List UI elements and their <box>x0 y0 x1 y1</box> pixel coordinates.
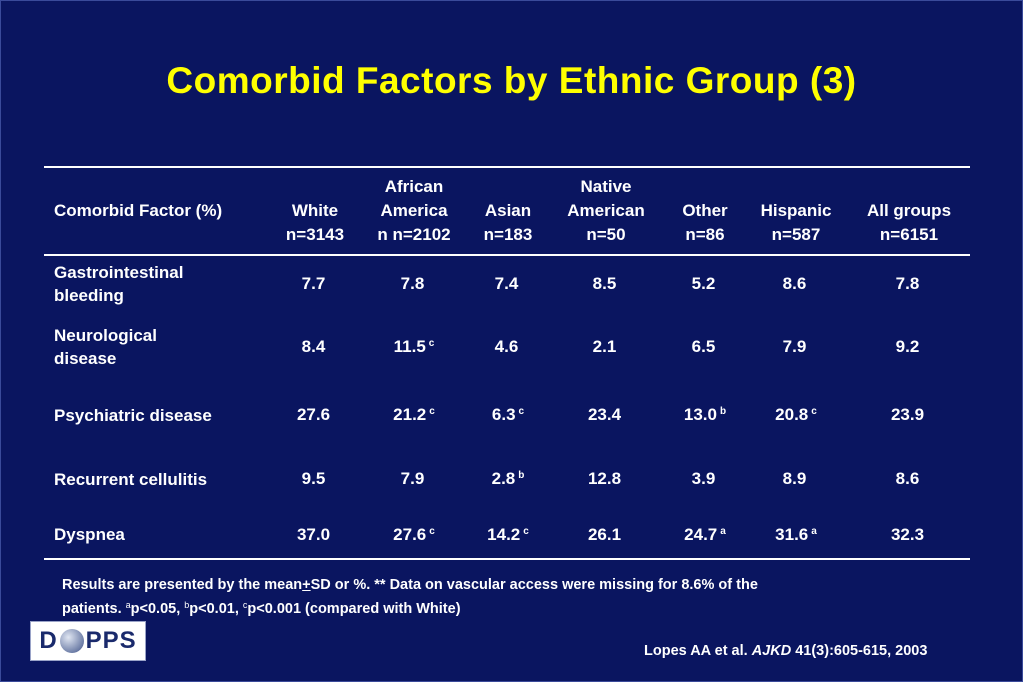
citation: Lopes AA et al. AJKD 41(3):605-615, 2003 <box>644 643 928 659</box>
header-native-american: Native American n=50 <box>567 177 645 244</box>
dopps-logo: D PPS <box>30 621 146 661</box>
table-cell: 2.1 <box>592 337 617 356</box>
table-cell: 12.8 <box>587 469 622 488</box>
slide-title: Comorbid Factors by Ethnic Group (3) <box>166 60 857 101</box>
table-cell: 23.4 <box>587 405 622 424</box>
table-cell: 7.8 <box>400 273 425 293</box>
header-other: Other n=86 <box>682 201 728 244</box>
table-header-row: Comorbid Factor (%) White n=3143 African A… <box>44 167 970 255</box>
globe-icon <box>59 629 84 653</box>
table-cell: 4.6 <box>494 337 519 356</box>
row-label-neurological-disease: Neurological disease <box>54 326 157 368</box>
footnote: Results are presented by the mean+SD or … <box>62 577 758 617</box>
table-row: Psychiatric disease 27.6 21.2 c 6.3 c 23.4… <box>44 383 970 447</box>
table-row: Neurological disease 8.4 11.5 c 4.6 2.1 6.… <box>44 311 970 383</box>
table-row: Gastrointestinal bleeding 7.7 7.8 7.4 8.5… <box>44 255 970 311</box>
table-cell: 31.6 a <box>775 524 817 544</box>
table-cell: 21.2 c <box>393 405 435 424</box>
row-label-psychiatric-disease: Psychiatric disease <box>54 405 212 425</box>
header-all-groups: All groups n=6151 <box>866 201 952 244</box>
table-cell: 7.4 <box>494 273 519 293</box>
header-white: White n=3143 <box>285 201 345 244</box>
table-cell: 8.6 <box>782 273 807 293</box>
table-cell: 7.7 <box>301 273 326 293</box>
table-cell: 11.5 c <box>393 337 435 356</box>
table-cell: 8.5 <box>592 273 617 293</box>
table-cell: 27.6 <box>296 405 331 424</box>
header-hispanic: Hispanic n=587 <box>760 201 832 244</box>
table-cell: 27.6 c <box>393 524 435 544</box>
table-row: Recurrent cellulitis 9.5 7.9 2.8 b 12.8 3… <box>44 447 970 511</box>
table-cell: 3.9 <box>691 469 716 488</box>
table-cell: 14.2 c <box>487 524 529 544</box>
header-asian: Asian n=183 <box>483 201 533 244</box>
table-cell: 7.9 <box>782 337 807 356</box>
table-cell: 6.5 <box>691 337 716 356</box>
comorbid-factors-table: Comorbid Factor (%) White n=3143 African A… <box>44 166 970 560</box>
row-label-dyspnea: Dyspnea <box>54 525 125 544</box>
table-cell: 2.8 b <box>491 469 525 488</box>
header-comorbid-factor: Comorbid Factor (%) <box>54 201 223 220</box>
table-cell: 6.3 c <box>491 405 525 424</box>
table-cell: 8.9 <box>782 469 807 488</box>
table-cell: 37.0 <box>296 524 331 544</box>
table-cell: 8.6 <box>895 469 920 488</box>
row-label-gastrointestinal-bleeding: Gastrointestinal bleeding <box>54 262 184 305</box>
table-cell: 5.2 <box>691 273 716 293</box>
table-cell: 7.9 <box>400 469 425 488</box>
table-cell: 13.0 b <box>683 405 727 424</box>
table-cell: 24.7 a <box>684 524 726 544</box>
header-african-american: African America n n=2102 <box>377 177 451 244</box>
table-cell: 26.1 <box>587 524 622 544</box>
table-row: Dyspnea 37.0 27.6 c 14.2 c 26.1 24.7 a 31.6… <box>44 511 970 559</box>
table-cell: 9.2 <box>895 337 920 356</box>
table-cell: 9.5 <box>301 469 326 488</box>
table-cell: 20.8 c <box>775 405 817 424</box>
table-cell: 32.3 <box>890 524 925 544</box>
table-cell: 7.8 <box>895 273 920 293</box>
row-label-recurrent-cellulitis: Recurrent cellulitis <box>54 469 208 489</box>
table-cell: 8.4 <box>301 337 326 356</box>
table-cell: 23.9 <box>890 405 925 424</box>
